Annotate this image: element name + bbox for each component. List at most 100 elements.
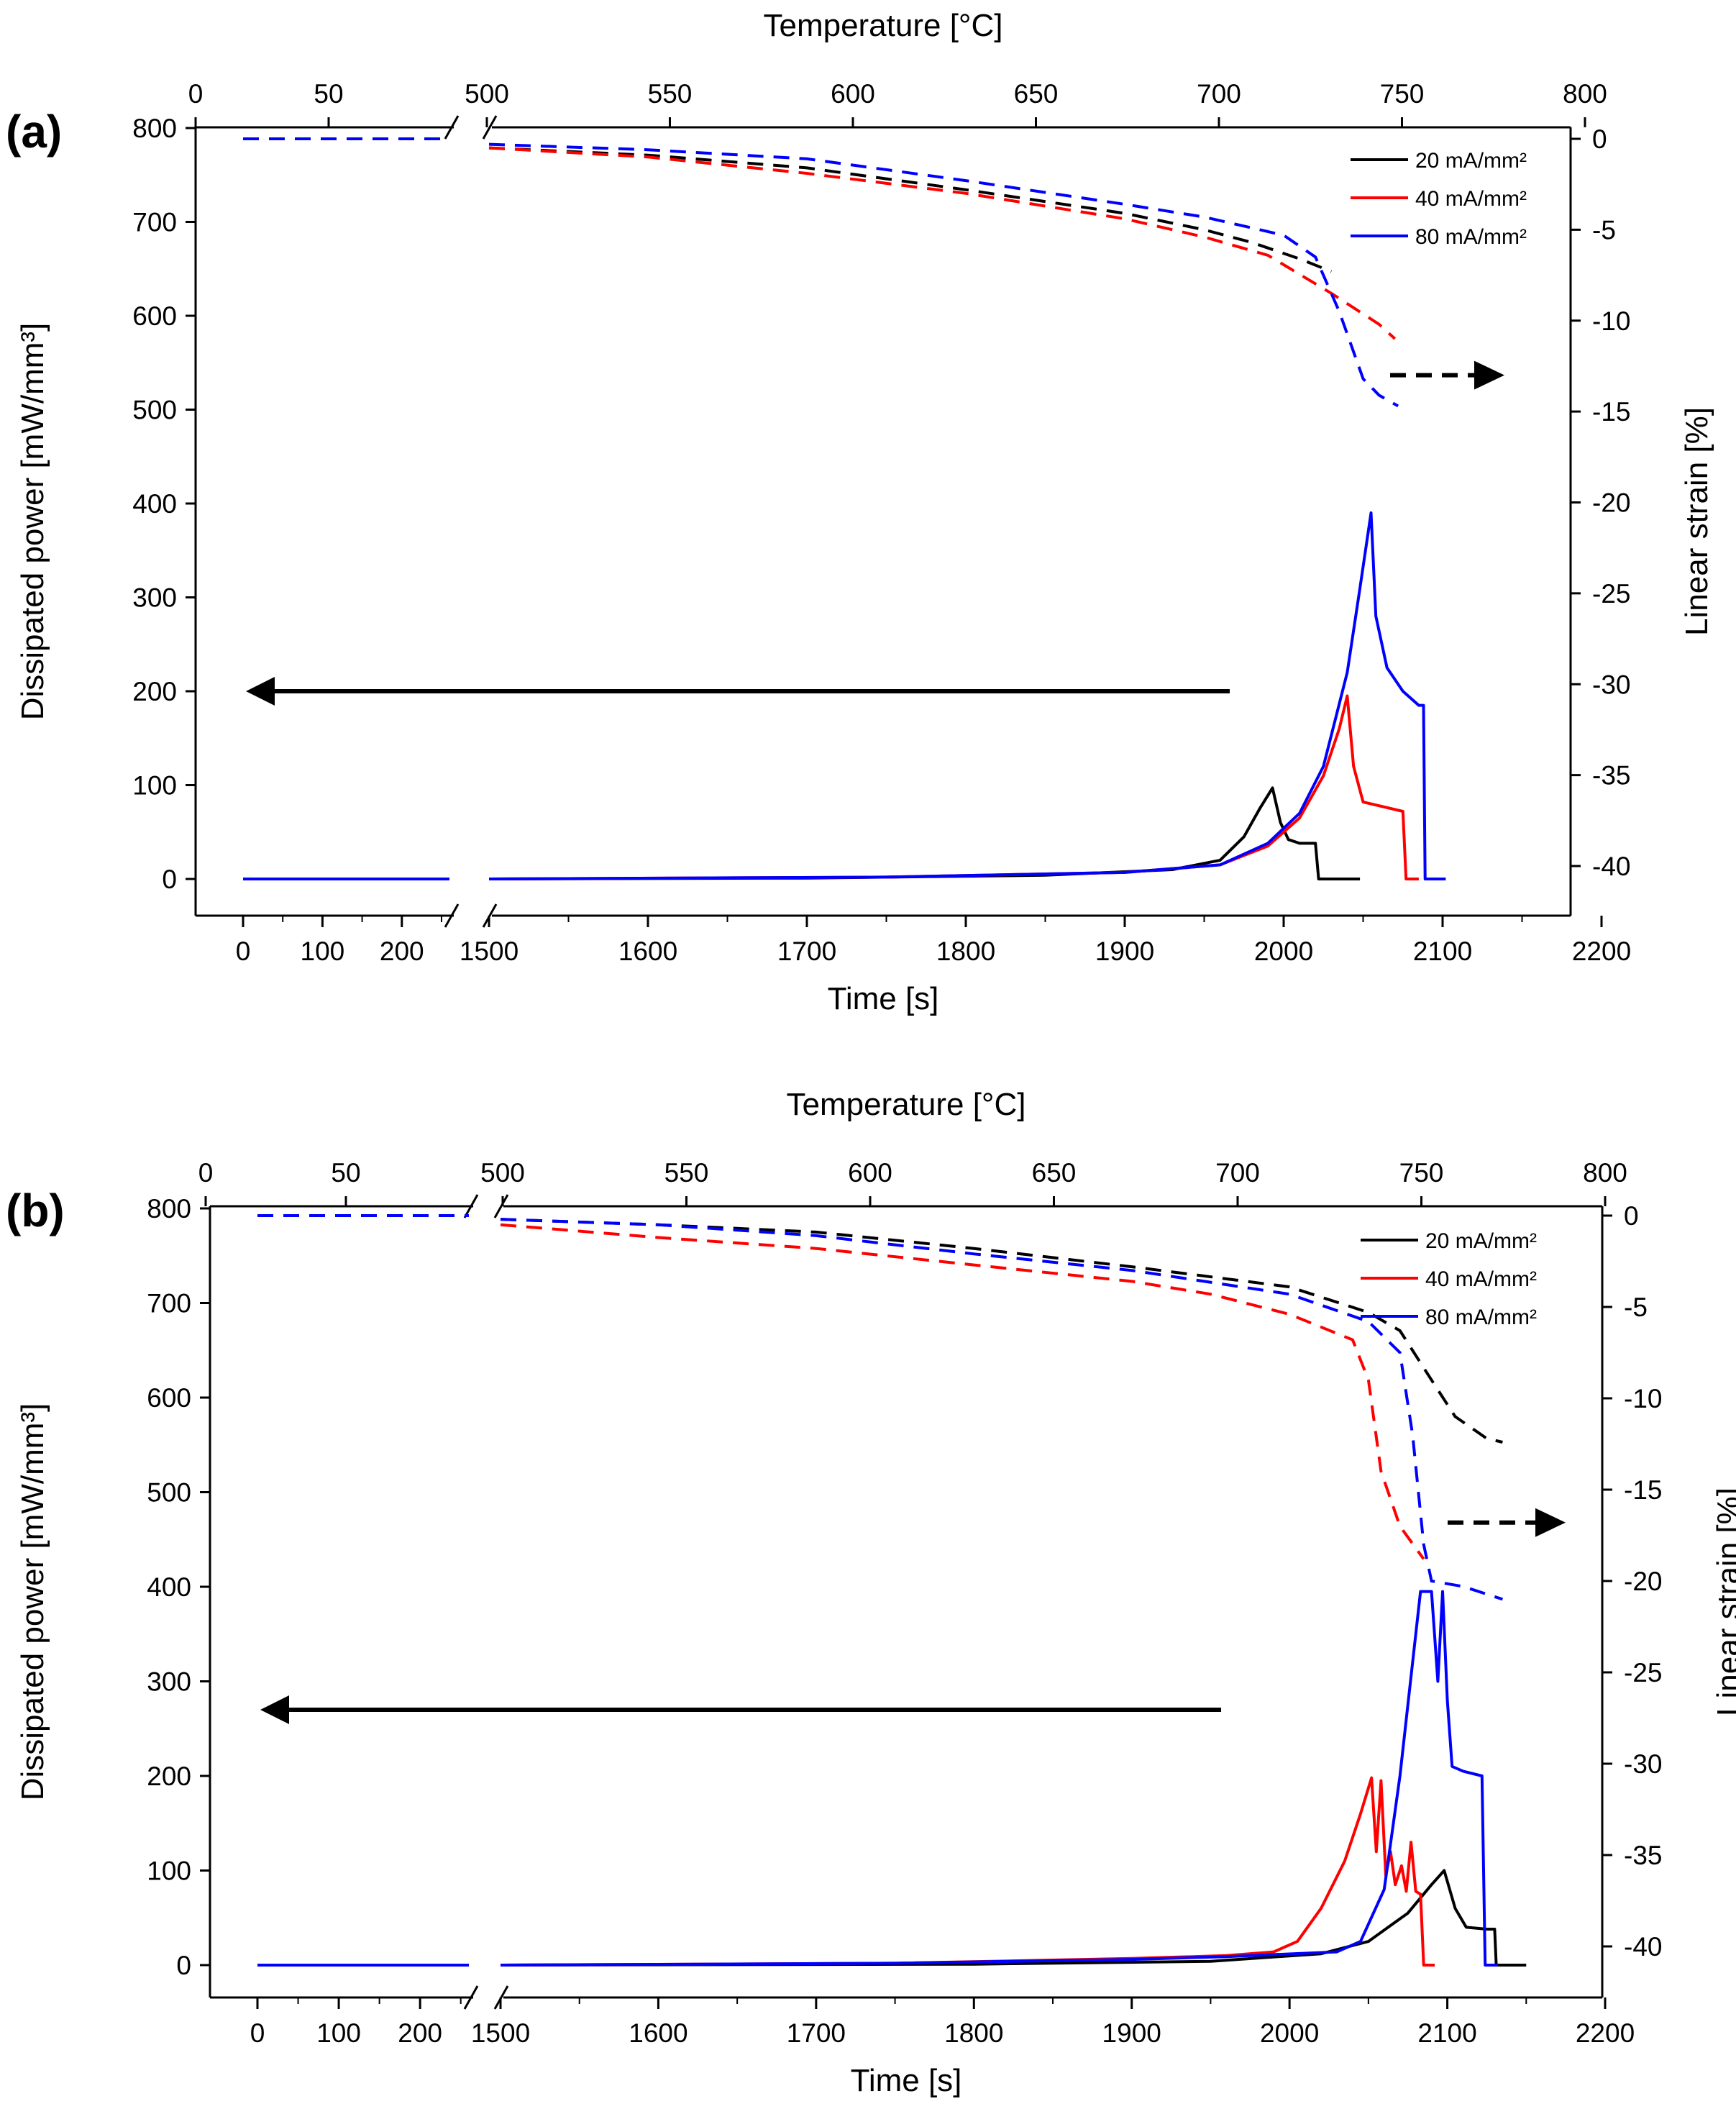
x-tick-label: 2200 [1572,937,1631,966]
top-tick-label: 700 [1197,79,1241,109]
x-tick-label: 2000 [1260,2018,1319,2048]
left-arrowhead [260,1695,289,1724]
x-tick-label: 2100 [1413,937,1472,966]
right-tick-label: -35 [1592,761,1630,791]
x-tick-label: 0 [236,937,251,966]
panel-label: (a) [6,106,62,158]
power-line-20mA [243,786,1361,880]
x-tick-label: 200 [380,937,424,966]
y-tick-label: 100 [147,1856,191,1886]
top-axis-title: Temperature [°C] [763,8,1002,43]
legend-entry: 80 mA/mm² [1425,1306,1537,1329]
top-tick-label: 550 [664,1158,709,1188]
top-tick-label: 750 [1399,1158,1444,1188]
right-tick-label: -25 [1624,1658,1662,1687]
y-axis-title: Dissipated power [mW/mm³] [15,1403,50,1801]
y-tick-label: 200 [147,1762,191,1791]
y-tick-label: 0 [162,865,177,894]
y-tick-label: 800 [132,114,177,143]
right-arrowhead [1535,1508,1566,1537]
legend-entry: 40 mA/mm² [1415,187,1527,211]
top-tick-label: 500 [465,79,509,109]
y-tick-label: 500 [132,396,177,425]
x-tick-label: 1500 [471,2018,530,2048]
y-tick-label: 500 [147,1478,191,1508]
top-tick-label: 50 [314,79,343,109]
top-tick-label: 800 [1563,79,1607,109]
y-axis-title: Dissipated power [mW/mm³] [15,323,50,721]
top-tick-label: 500 [480,1158,525,1188]
strain-line-40mA [257,1214,1425,1560]
power-line-80mA [257,1590,1498,1967]
axis-break-mark [463,1985,479,2010]
right-tick-label: 0 [1592,124,1607,154]
right-arrowhead [1474,360,1504,390]
x-tick-label: 1800 [944,2018,1003,2048]
right-tick-label: -30 [1592,670,1630,699]
right-tick-label: -10 [1592,306,1630,336]
top-tick-label: 700 [1215,1158,1260,1188]
x-tick-label: 1600 [629,2018,687,2048]
axis-break-mark [493,1194,509,1218]
y-tick-label: 300 [147,1667,191,1697]
right-tick-label: -5 [1624,1293,1648,1322]
right-tick-label: -10 [1624,1384,1662,1413]
x-axis-title: Time [s] [828,981,939,1016]
strain-line-40mA [243,137,1397,340]
power-line-40mA [243,694,1419,880]
x-tick-label: 1700 [777,937,836,966]
y-tick-label: 300 [132,583,177,613]
x-axis-title: Time [s] [851,2063,962,2098]
x-tick-label: 2100 [1417,2018,1476,2048]
y-tick-label: 700 [132,208,177,237]
right-tick-label: 0 [1624,1201,1639,1231]
power-line-80mA [243,511,1446,880]
x-tick-label: 200 [398,2018,442,2048]
top-tick-label: 650 [1014,79,1059,109]
right-tick-label: -25 [1592,579,1630,609]
top-tick-label: 650 [1032,1158,1077,1188]
strain-line-80mA [243,137,1399,408]
right-tick-label: -40 [1592,852,1630,881]
y-tick-label: 400 [132,489,177,519]
y-tick-label: 800 [147,1194,191,1224]
legend-entry: 20 mA/mm² [1415,149,1527,173]
right-tick-label: -15 [1624,1475,1662,1505]
legend-entry: 20 mA/mm² [1425,1229,1537,1253]
top-tick-label: 0 [188,79,204,109]
right-tick-label: -30 [1624,1749,1662,1779]
axis-break-mark [463,1194,479,1218]
x-tick-label: 1900 [1102,2018,1161,2048]
y-tick-label: 600 [132,301,177,331]
plot-frame [194,115,1572,928]
axis-break-mark [482,115,498,140]
y-tick-label: 400 [147,1572,191,1602]
y-tick-label: 700 [147,1289,191,1318]
top-tick-label: 600 [831,79,875,109]
x-tick-label: 1800 [936,937,995,966]
y-tick-label: 100 [132,771,177,801]
top-tick-label: 550 [648,79,693,109]
x-tick-label: 1700 [787,2018,846,2048]
top-tick-label: 800 [1583,1158,1627,1188]
right-tick-label: -15 [1592,397,1630,427]
y-tick-label: 200 [132,677,177,706]
x-tick-label: 0 [250,2018,265,2048]
x-tick-label: 1500 [460,937,518,966]
top-tick-label: 600 [848,1158,892,1188]
legend-entry: 40 mA/mm² [1425,1267,1537,1291]
right-tick-label: -20 [1592,488,1630,518]
power-line-40mA [257,1776,1435,1967]
top-tick-label: 50 [331,1158,360,1188]
x-tick-label: 1600 [618,937,677,966]
x-tick-label: 1900 [1095,937,1154,966]
strain-line-20mA [257,1214,1503,1444]
strain-line-80mA [257,1214,1504,1601]
left-arrowhead [246,677,275,706]
x-tick-label: 100 [316,2018,361,2048]
y-tick-label: 600 [147,1383,191,1413]
top-tick-label: 750 [1380,79,1425,109]
